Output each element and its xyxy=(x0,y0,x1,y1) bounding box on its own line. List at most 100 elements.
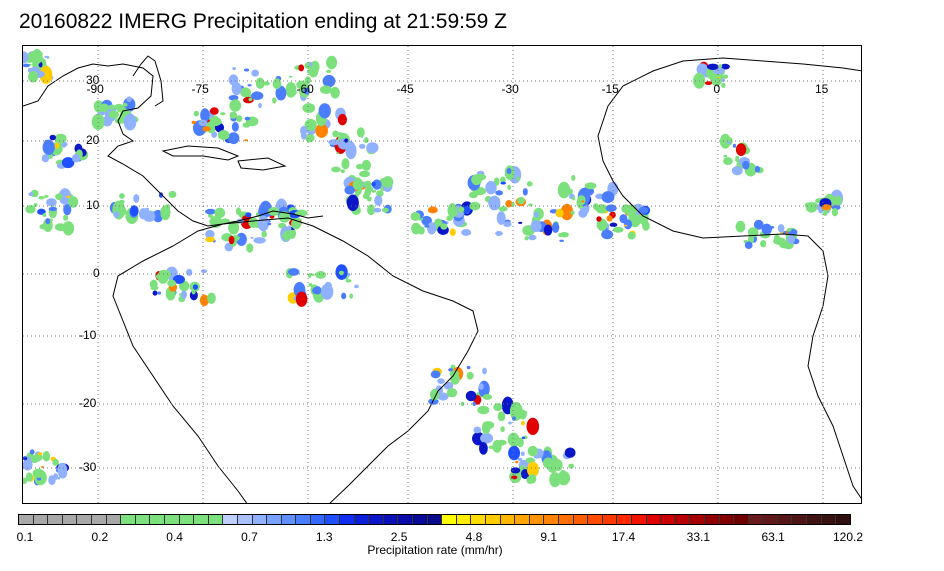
precip-cell xyxy=(518,221,523,224)
precip-cell xyxy=(217,129,230,141)
precip-cell xyxy=(45,218,51,225)
precip-cell xyxy=(521,436,526,439)
precip-cell xyxy=(727,141,731,144)
precip-cell xyxy=(33,454,43,462)
precip-cell xyxy=(227,132,240,145)
precip-cell xyxy=(557,470,571,486)
precip-cell xyxy=(410,211,421,221)
precip-cell xyxy=(232,66,236,71)
precip-cell xyxy=(526,461,539,478)
longitude-label: -15 xyxy=(601,82,619,96)
precip-cell xyxy=(236,232,247,246)
colorbar-swatch xyxy=(719,515,735,524)
precip-cell xyxy=(481,421,491,435)
colorbar-swatch xyxy=(19,515,34,524)
precip-cell xyxy=(358,143,366,149)
precip-cell xyxy=(189,290,198,301)
precip-cell xyxy=(26,59,31,63)
precip-cell xyxy=(511,475,518,480)
precip-cell xyxy=(430,370,441,379)
precip-cell xyxy=(228,94,239,101)
colorbar-tick-label: 9.1 xyxy=(540,530,558,544)
colorbar-swatch xyxy=(836,515,850,524)
colorbar-swatch xyxy=(748,515,764,524)
colorbar-swatch xyxy=(413,515,428,524)
precip-cell xyxy=(126,96,132,103)
precip-cell xyxy=(473,426,482,434)
colorbar-tick-label: 120.2 xyxy=(832,530,864,544)
latitude-label: -30 xyxy=(79,460,97,474)
precip-cell xyxy=(251,69,259,77)
colorbar-tick-label: 63.1 xyxy=(761,530,785,544)
colorbar-swatch xyxy=(704,515,720,524)
precip-cell xyxy=(39,65,53,85)
coastline-north-america xyxy=(23,63,324,227)
precip-cell xyxy=(364,137,369,144)
longitude-label: -30 xyxy=(501,82,519,96)
colorbar-tick-label: 4.8 xyxy=(465,530,483,544)
precip-cell xyxy=(157,291,162,295)
precip-cell xyxy=(245,212,252,218)
precip-cell xyxy=(723,157,733,166)
precip-cell xyxy=(507,184,511,191)
precip-cell xyxy=(263,81,270,86)
longitude-label: 0 xyxy=(713,82,721,96)
precip-cell xyxy=(446,388,458,398)
colorbar-swatch xyxy=(179,515,195,524)
precip-cell xyxy=(609,222,618,228)
precip-cell xyxy=(283,230,291,242)
precip-cell xyxy=(519,410,528,416)
precip-cell xyxy=(251,91,264,100)
precip-cell xyxy=(779,241,790,249)
precip-cell xyxy=(185,268,193,276)
precip-cell xyxy=(361,159,372,171)
precip-cell xyxy=(468,191,478,199)
colorbar-tick-label: 0.2 xyxy=(91,530,109,544)
precip-cell xyxy=(359,170,371,178)
colorbar-swatch xyxy=(164,515,180,524)
precip-cell xyxy=(258,204,269,218)
precip-cell xyxy=(133,194,140,203)
precip-cell xyxy=(62,221,75,236)
precip-cell xyxy=(167,279,176,287)
precip-cell xyxy=(298,64,305,72)
colorbar-swatch xyxy=(237,515,253,524)
precip-cell xyxy=(627,231,636,240)
precip-cell xyxy=(500,176,506,184)
precip-cell xyxy=(760,240,767,248)
precip-cell xyxy=(354,284,359,289)
colorbar-swatch xyxy=(135,515,151,524)
precip-cell xyxy=(302,103,316,114)
precip-cell xyxy=(33,203,38,207)
precip-cell xyxy=(466,371,474,380)
precip-cell xyxy=(344,185,356,195)
colorbar-swatch xyxy=(194,515,209,524)
precip-cell xyxy=(543,224,553,236)
precip-cell xyxy=(303,87,310,95)
precip-cell xyxy=(55,193,63,200)
precip-cell xyxy=(44,194,49,198)
precip-cell xyxy=(735,143,747,156)
latitude-label: 20 xyxy=(86,133,100,147)
precip-cell xyxy=(595,204,608,214)
colorbar-swatch xyxy=(807,515,822,524)
precip-cell xyxy=(318,103,331,119)
precip-cell xyxy=(91,113,105,131)
precip-cell xyxy=(191,289,196,295)
precip-cell xyxy=(119,193,125,199)
precip-cell xyxy=(479,442,488,455)
precip-cell xyxy=(515,460,519,464)
precip-cell xyxy=(517,457,523,462)
latitude-label: 10 xyxy=(86,198,100,212)
precip-cell xyxy=(288,89,297,96)
precip-cell xyxy=(193,110,200,117)
precip-cell xyxy=(443,381,454,390)
precip-cell xyxy=(723,154,728,158)
precip-cell xyxy=(58,188,72,205)
precip-cell xyxy=(23,477,28,485)
precip-cell xyxy=(52,458,59,466)
colorbar-swatch xyxy=(267,515,282,524)
precip-cell xyxy=(250,236,254,239)
precip-cell xyxy=(560,203,574,221)
precip-cell xyxy=(288,75,293,78)
